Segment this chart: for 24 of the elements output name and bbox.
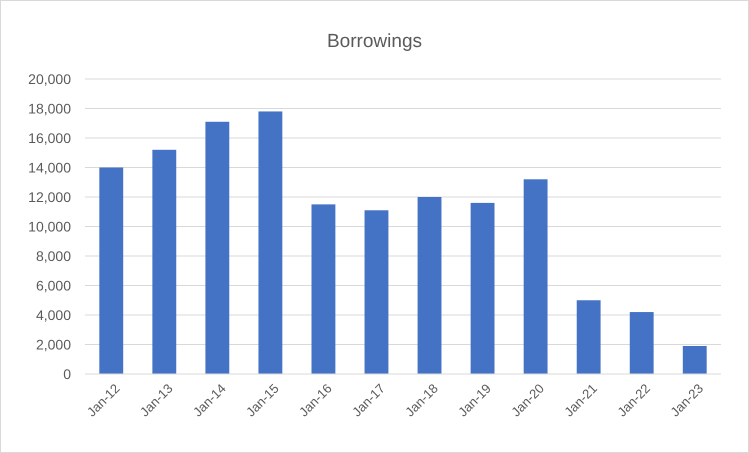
- y-tick-label: 8,000: [36, 248, 72, 264]
- bar: [258, 111, 282, 374]
- y-tick-label: 4,000: [36, 306, 72, 323]
- bar: [576, 300, 601, 374]
- chart-title: Borrowings: [326, 31, 422, 52]
- y-tick-label: 20,000: [28, 70, 72, 87]
- y-tick-label: 18,000: [28, 100, 72, 116]
- y-tick-label: 6,000: [36, 277, 72, 294]
- bar: [630, 312, 654, 374]
- bar: [524, 179, 548, 374]
- y-tick-label: 12,000: [28, 188, 72, 205]
- y-tick-label: 10,000: [28, 218, 72, 234]
- y-tick-label: 0: [63, 366, 72, 382]
- y-tick-label: 14,000: [28, 159, 72, 176]
- bar: [682, 346, 707, 374]
- bar: [364, 210, 388, 374]
- y-tick-label: 16,000: [28, 130, 72, 146]
- bar: [470, 202, 494, 374]
- bar: [152, 150, 176, 374]
- bar: [205, 122, 230, 374]
- bar: [99, 168, 124, 374]
- y-tick-label: 2,000: [36, 336, 72, 352]
- bar: [418, 197, 442, 374]
- bar: [312, 204, 336, 374]
